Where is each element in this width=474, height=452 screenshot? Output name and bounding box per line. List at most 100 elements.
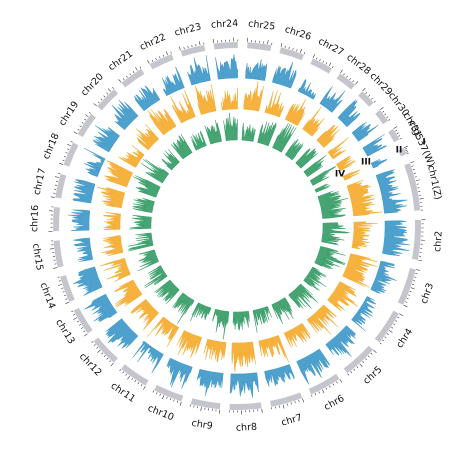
ideogram-chr17 <box>55 173 67 199</box>
ideogram-chr1-z <box>404 163 421 211</box>
track-4-chr16 <box>129 214 152 230</box>
track-3-chr2 <box>351 221 378 250</box>
chr-label-chr22: chr22 <box>138 32 167 53</box>
track-4-chr27 <box>272 123 297 153</box>
chr-label-chr6: chr6 <box>322 393 346 413</box>
track-2-chr21 <box>133 85 161 112</box>
track-2-chr1-z <box>375 169 408 214</box>
ideogram-chr16 <box>52 207 60 232</box>
track-4-chr12 <box>154 279 180 305</box>
ideogram-chr26 <box>279 47 304 61</box>
ticks-chr18 <box>59 141 73 165</box>
chr-label-chr8: chr8 <box>236 422 258 434</box>
ideogram-chr5 <box>343 345 374 374</box>
ticks-chr29 <box>362 87 376 103</box>
track-4-chr18 <box>133 175 161 198</box>
track-4-chr28 <box>284 139 304 161</box>
track-4-chr19 <box>140 159 170 184</box>
track-2-chr23 <box>187 55 211 86</box>
ideogram-chr3 <box>397 268 416 305</box>
ticks-chr21 <box>118 66 142 83</box>
ideogram-chr24 <box>213 41 238 50</box>
ticks-chr17 <box>50 172 61 198</box>
track-2-chr2 <box>382 220 410 256</box>
ideogram-chr11 <box>121 364 149 386</box>
track-4-chr14 <box>137 249 159 272</box>
track-2-ctg537-w <box>370 158 388 169</box>
chr-label-chr4: chr4 <box>394 327 415 351</box>
track-4-chr25 <box>241 122 256 142</box>
track-3-chr6 <box>283 322 311 348</box>
track-3-chr30 <box>327 137 349 160</box>
track-4-chr6 <box>271 297 294 324</box>
ideogram-chr21 <box>121 68 145 88</box>
track-2-chr17 <box>72 179 96 204</box>
ideogram-chr7 <box>270 392 303 407</box>
track-3-chr27 <box>284 98 307 127</box>
track-4-chr8 <box>232 310 250 331</box>
chr-label-chr9: chr9 <box>191 418 214 433</box>
chr-label-chr28: chr28 <box>344 52 372 77</box>
ticks-chr7 <box>270 398 305 410</box>
chr-label-chr2: chr2 <box>432 230 445 252</box>
ideogram-chr15 <box>53 240 64 268</box>
track-4-chr13 <box>144 265 168 289</box>
track-3-chr25 <box>243 81 264 112</box>
track-3-chr19 <box>118 144 145 168</box>
track-4-chr4 <box>303 266 327 291</box>
chromosome-ideogram-ring <box>48 37 426 415</box>
chr-label-chr12: chr12 <box>77 351 104 378</box>
track-3-chr12 <box>130 298 159 331</box>
ticks-chr5 <box>347 349 377 376</box>
chr-label-chr7: chr7 <box>280 412 303 428</box>
ticks-chr14 <box>57 276 70 305</box>
ticks-chr9 <box>189 404 221 414</box>
track-2-chr29 <box>337 99 361 128</box>
track-3-chr29 <box>316 124 341 148</box>
track-4-ctg537-w <box>314 183 331 193</box>
track-3-chr18 <box>104 160 134 188</box>
track-2-chr19 <box>93 125 120 153</box>
chr-label-chr5: chr5 <box>361 364 384 386</box>
track-2-chr14 <box>72 266 103 296</box>
track-3-chr15 <box>101 235 124 257</box>
chr-label-chr1-z: chr1(Z) <box>425 164 443 201</box>
ticks-chr10 <box>152 390 182 406</box>
chr-label-chr15: chr15 <box>30 243 45 272</box>
ticks-chr4 <box>379 313 403 345</box>
ticks-chr26 <box>280 42 306 55</box>
ticks-chr20 <box>93 87 114 107</box>
track-2-chr5 <box>325 325 357 357</box>
track-4-chr3 <box>314 246 346 270</box>
track-label-i: I <box>422 138 425 148</box>
ticks-chr28 <box>340 69 359 85</box>
track-4-chr17 <box>132 197 155 213</box>
track-2-chr26 <box>272 61 297 89</box>
track-2-chr20 <box>111 99 139 131</box>
track-3-chr9 <box>203 338 227 363</box>
chr-label-chr17: chr17 <box>32 167 49 196</box>
track-label-iii: III <box>361 158 371 168</box>
chr-label-chr10: chr10 <box>146 403 175 423</box>
track-2-chr24 <box>215 54 238 80</box>
track-3-chr24 <box>220 87 238 111</box>
ticks-chr15 <box>49 240 58 269</box>
ticks-chr2 <box>418 219 426 262</box>
track-4-chr21 <box>170 133 193 160</box>
track-2-chr9 <box>196 368 224 396</box>
ideogram-chr20 <box>97 89 119 111</box>
ticks-chr11 <box>119 369 146 390</box>
track-3-chr4 <box>327 281 359 312</box>
ticks-chr6 <box>311 379 343 397</box>
track-4-chr31 <box>309 166 336 186</box>
track-3-chr26 <box>264 90 285 118</box>
track-4-chr10 <box>190 302 212 322</box>
track-3-chr10 <box>176 330 202 359</box>
ideogram-chr28 <box>336 73 356 90</box>
ticks-chr19 <box>73 112 91 135</box>
track-3-chr21 <box>147 108 177 136</box>
ticks-chr27 <box>312 54 334 69</box>
ideogram-chr31 <box>388 128 400 143</box>
ticks-chr30 <box>380 106 391 121</box>
